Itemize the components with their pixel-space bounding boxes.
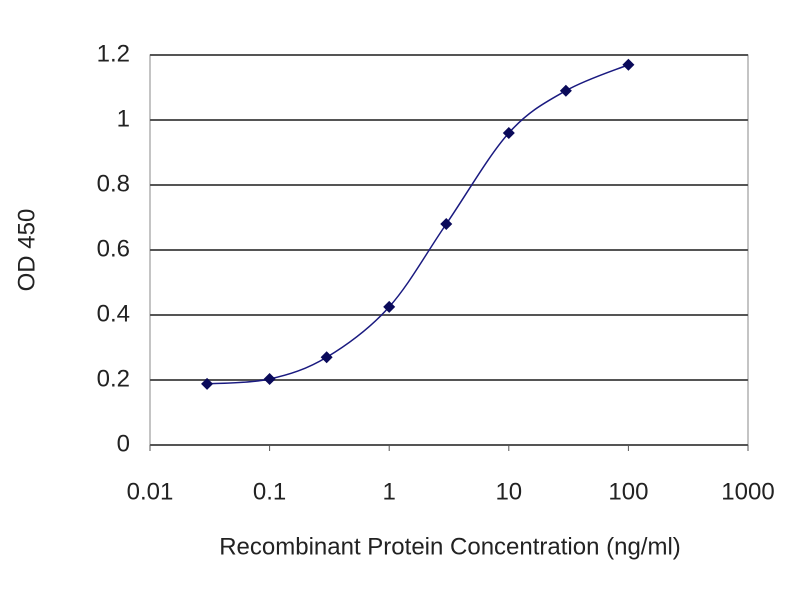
y-tick-label: 0.2 bbox=[97, 365, 130, 392]
point bbox=[440, 218, 453, 230]
x-tick-label: 1000 bbox=[721, 478, 774, 505]
point bbox=[201, 377, 214, 390]
point bbox=[559, 84, 572, 97]
y-tick-label: 1 bbox=[117, 105, 130, 132]
y-tick-label: 0.8 bbox=[97, 170, 130, 197]
point bbox=[502, 127, 515, 139]
x-tick-label: 0.1 bbox=[253, 478, 286, 505]
point bbox=[383, 300, 396, 313]
point bbox=[320, 351, 333, 364]
y-tick-label: 0.6 bbox=[97, 235, 130, 262]
x-tick-label: 1 bbox=[383, 478, 396, 505]
point bbox=[263, 373, 276, 386]
point bbox=[622, 58, 635, 71]
curve bbox=[207, 64, 629, 385]
y-tick-label: 1.2 bbox=[97, 40, 130, 67]
y-tick-label: 0.4 bbox=[97, 300, 130, 327]
y-tick-label: 0 bbox=[117, 430, 130, 457]
x-axis-label: Recombinant Protein Concentration (ng/ml… bbox=[219, 533, 681, 560]
x-tick-label: 10 bbox=[495, 478, 522, 505]
x-tick-label: 100 bbox=[608, 478, 648, 505]
y-axis-label: OD 450 bbox=[13, 209, 40, 292]
x-tick-label: 0.01 bbox=[127, 478, 174, 505]
